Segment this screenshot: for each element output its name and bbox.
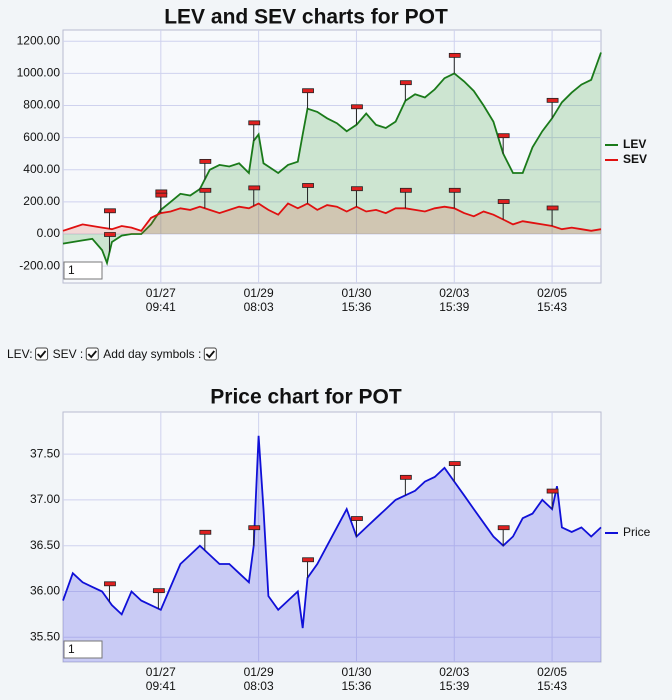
day-symbol xyxy=(199,187,212,193)
x-tick-sublabel: 09:41 xyxy=(146,300,176,314)
day-symbol xyxy=(448,461,461,466)
day-symbol xyxy=(448,52,461,58)
x-tick-label: 01/27 xyxy=(146,665,176,679)
day-symbol xyxy=(546,488,559,494)
y-tick-label: 1200.00 xyxy=(17,33,61,47)
y-tick-label: 35.50 xyxy=(30,629,60,643)
x-tick-label: 02/05 xyxy=(537,286,567,300)
day-symbol xyxy=(155,192,168,198)
checkbox[interactable] xyxy=(35,347,49,361)
day-symbol xyxy=(152,588,165,594)
line xyxy=(62,435,602,629)
day-symbol xyxy=(248,120,261,126)
day-symbol xyxy=(399,474,412,480)
line xyxy=(62,202,602,232)
x-tick-label: 01/30 xyxy=(341,665,371,679)
area xyxy=(63,435,601,662)
day-symbol xyxy=(497,199,510,204)
y-tick-label: 400.00 xyxy=(23,162,60,176)
area xyxy=(63,52,601,263)
x-tick-label: 02/03 xyxy=(439,286,469,300)
legend-label: Price xyxy=(623,525,651,539)
area xyxy=(63,203,601,235)
x-tick-sublabel: 08:03 xyxy=(244,300,274,314)
day-symbol xyxy=(199,158,212,164)
checkbox-label: SEV : xyxy=(53,347,84,361)
y-tick-label: 37.50 xyxy=(30,446,60,460)
plot-area xyxy=(62,29,602,284)
line xyxy=(62,52,602,266)
day-symbol xyxy=(104,581,116,587)
x-tick-label: 01/29 xyxy=(244,286,274,300)
day-symbol xyxy=(248,185,261,191)
x-tick-sublabel: 15:43 xyxy=(537,679,567,693)
x-tick-label: 02/05 xyxy=(537,665,567,679)
checkbox-check xyxy=(36,350,47,359)
x-tick-sublabel: 15:36 xyxy=(341,300,371,314)
y-tick-label: -200.00 xyxy=(19,258,60,272)
y-tick-label: 600.00 xyxy=(23,130,60,144)
x-tick-sublabel: 09:41 xyxy=(146,679,176,693)
legend-label: SEV xyxy=(623,152,647,166)
day-symbol xyxy=(546,205,559,211)
chart-title: LEV and SEV charts for POT xyxy=(164,6,448,29)
zoom-input-value[interactable]: 1 xyxy=(68,263,75,277)
day-symbol xyxy=(546,97,559,103)
zoom-input[interactable] xyxy=(63,261,103,280)
checkbox[interactable] xyxy=(85,347,99,361)
x-tick-label: 01/29 xyxy=(244,665,274,679)
checkbox[interactable] xyxy=(203,347,217,361)
y-tick-label: 37.00 xyxy=(30,492,60,506)
day-symbol xyxy=(199,529,212,535)
chart-title: Price chart for POT xyxy=(210,386,402,409)
zoom-input[interactable] xyxy=(63,640,103,659)
day-symbol xyxy=(497,133,510,139)
day-symbol xyxy=(302,183,314,188)
day-symbol xyxy=(497,525,510,531)
day-symbol xyxy=(104,208,116,214)
day-symbol xyxy=(351,516,363,521)
day-symbol xyxy=(399,80,412,86)
y-tick-label: 800.00 xyxy=(23,98,60,112)
day-symbol xyxy=(248,525,261,531)
day-symbol xyxy=(104,232,116,237)
x-tick-label: 02/03 xyxy=(439,665,469,679)
y-tick-label: 0.00 xyxy=(37,226,61,240)
x-tick-label: 01/27 xyxy=(146,286,176,300)
day-symbol xyxy=(351,104,363,110)
checkbox-check xyxy=(87,350,97,359)
x-tick-sublabel: 08:03 xyxy=(244,679,274,693)
day-symbol xyxy=(399,187,412,193)
y-tick-label: 200.00 xyxy=(23,194,60,208)
x-tick-sublabel: 15:39 xyxy=(439,679,469,693)
checkbox-label: Add day symbols : xyxy=(103,347,201,361)
x-tick-label: 01/30 xyxy=(341,286,371,300)
x-tick-sublabel: 15:36 xyxy=(341,679,371,693)
day-symbol xyxy=(302,88,314,94)
y-tick-label: 1000.00 xyxy=(17,66,61,80)
y-tick-label: 36.50 xyxy=(30,538,60,552)
y-tick-label: 36.00 xyxy=(30,584,60,598)
x-tick-sublabel: 15:43 xyxy=(537,300,567,314)
checkbox-check xyxy=(205,350,216,359)
day-symbol xyxy=(448,187,461,193)
day-symbol xyxy=(302,557,314,563)
x-tick-sublabel: 15:39 xyxy=(439,300,469,314)
zoom-input-value[interactable]: 1 xyxy=(68,642,75,656)
checkbox-label: LEV: xyxy=(7,347,33,361)
legend-label: LEV xyxy=(623,137,646,151)
day-symbol xyxy=(351,186,363,192)
